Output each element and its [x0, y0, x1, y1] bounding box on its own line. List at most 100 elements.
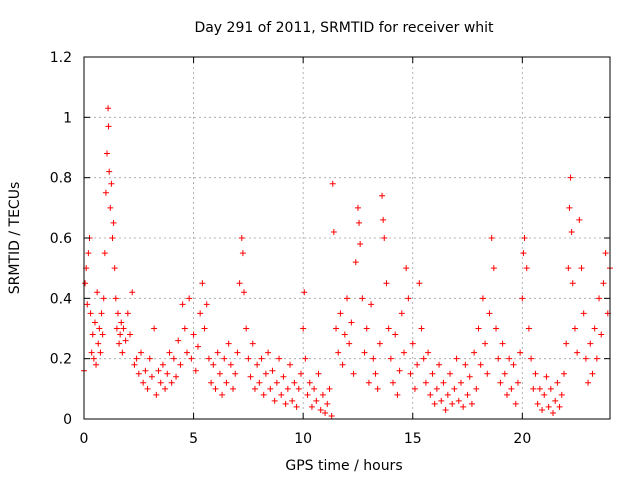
data-point [105, 123, 112, 130]
data-point [116, 340, 123, 347]
data-point [107, 204, 114, 211]
data-point [403, 265, 410, 272]
data-point [523, 265, 530, 272]
data-point [374, 385, 381, 392]
data-point [425, 349, 432, 356]
data-point [118, 319, 125, 326]
data-point [593, 355, 600, 362]
data-point [530, 385, 537, 392]
data-point [112, 295, 119, 302]
data-point [383, 280, 390, 287]
axis-ticks: 0 5 10 15 20 0 0.2 0.4 0.6 0.8 1 1.2 [50, 50, 610, 447]
data-point [278, 391, 285, 398]
y-tick-label: 0.6 [50, 231, 72, 247]
data-point [256, 379, 263, 386]
data-point [372, 370, 379, 377]
data-point [190, 331, 197, 338]
data-point [249, 340, 256, 347]
data-point [414, 361, 421, 368]
data-point [451, 385, 458, 392]
data-point [164, 370, 171, 377]
data-point [170, 355, 177, 362]
data-point [273, 379, 280, 386]
data-point [173, 373, 180, 380]
data-point [405, 295, 412, 302]
data-point [600, 280, 607, 287]
data-point [368, 301, 375, 308]
data-point [99, 331, 106, 338]
data-point [329, 180, 336, 187]
data-point [409, 340, 416, 347]
data-point [282, 400, 289, 407]
data-point [416, 280, 423, 287]
data-point [532, 370, 539, 377]
data-point [486, 310, 493, 317]
data-point [238, 235, 245, 241]
data-point [444, 391, 451, 398]
y-tick-label: 0.2 [50, 352, 72, 368]
x-tick-label: 10 [294, 431, 312, 447]
data-point [473, 385, 480, 392]
data-point [129, 289, 136, 296]
data-point [247, 373, 254, 380]
data-point [225, 340, 232, 347]
data-point [339, 361, 346, 368]
data-point [341, 331, 348, 338]
data-point [212, 385, 219, 392]
data-point [356, 219, 363, 226]
y-tick-label: 0.8 [50, 171, 72, 187]
data-point [376, 340, 383, 347]
x-tick-label: 15 [404, 431, 422, 447]
data-point [276, 355, 283, 362]
data-point [140, 379, 147, 386]
data-point [566, 204, 573, 211]
data-point [519, 295, 526, 302]
data-point [379, 192, 386, 199]
data-point [438, 397, 445, 404]
data-point [525, 325, 532, 332]
data-point [111, 265, 118, 272]
data-point [596, 295, 603, 302]
data-point [380, 216, 387, 223]
data-point [221, 355, 228, 362]
data-point [499, 340, 506, 347]
data-point [109, 235, 116, 241]
data-point [84, 301, 91, 308]
data-point [479, 295, 486, 302]
data-point [100, 295, 107, 302]
data-point [239, 250, 246, 257]
data-point [436, 361, 443, 368]
data-point [304, 391, 311, 398]
data-point [319, 391, 326, 398]
data-point [188, 355, 195, 362]
data-point [94, 289, 101, 296]
data-point [512, 400, 519, 407]
data-point [359, 295, 366, 302]
data-point [585, 379, 592, 386]
data-point [449, 400, 456, 407]
data-point [591, 325, 598, 332]
data-point [442, 406, 449, 413]
data-point [265, 349, 272, 356]
data-point [363, 325, 370, 332]
data-point [199, 280, 206, 287]
data-point [385, 325, 392, 332]
data-point [330, 228, 337, 235]
data-point [348, 319, 355, 326]
data-point [131, 361, 138, 368]
data-point [291, 379, 298, 386]
data-point [232, 370, 239, 377]
data-point [569, 280, 576, 287]
data-point [90, 355, 97, 362]
data-point [284, 385, 291, 392]
data-point [552, 397, 559, 404]
data-point [440, 379, 447, 386]
data-point [223, 379, 230, 386]
data-point [300, 325, 307, 332]
data-point [133, 355, 140, 362]
data-point [295, 385, 302, 392]
data-point [293, 403, 300, 410]
data-point [387, 355, 394, 362]
data-point [267, 385, 274, 392]
data-point [322, 409, 329, 416]
